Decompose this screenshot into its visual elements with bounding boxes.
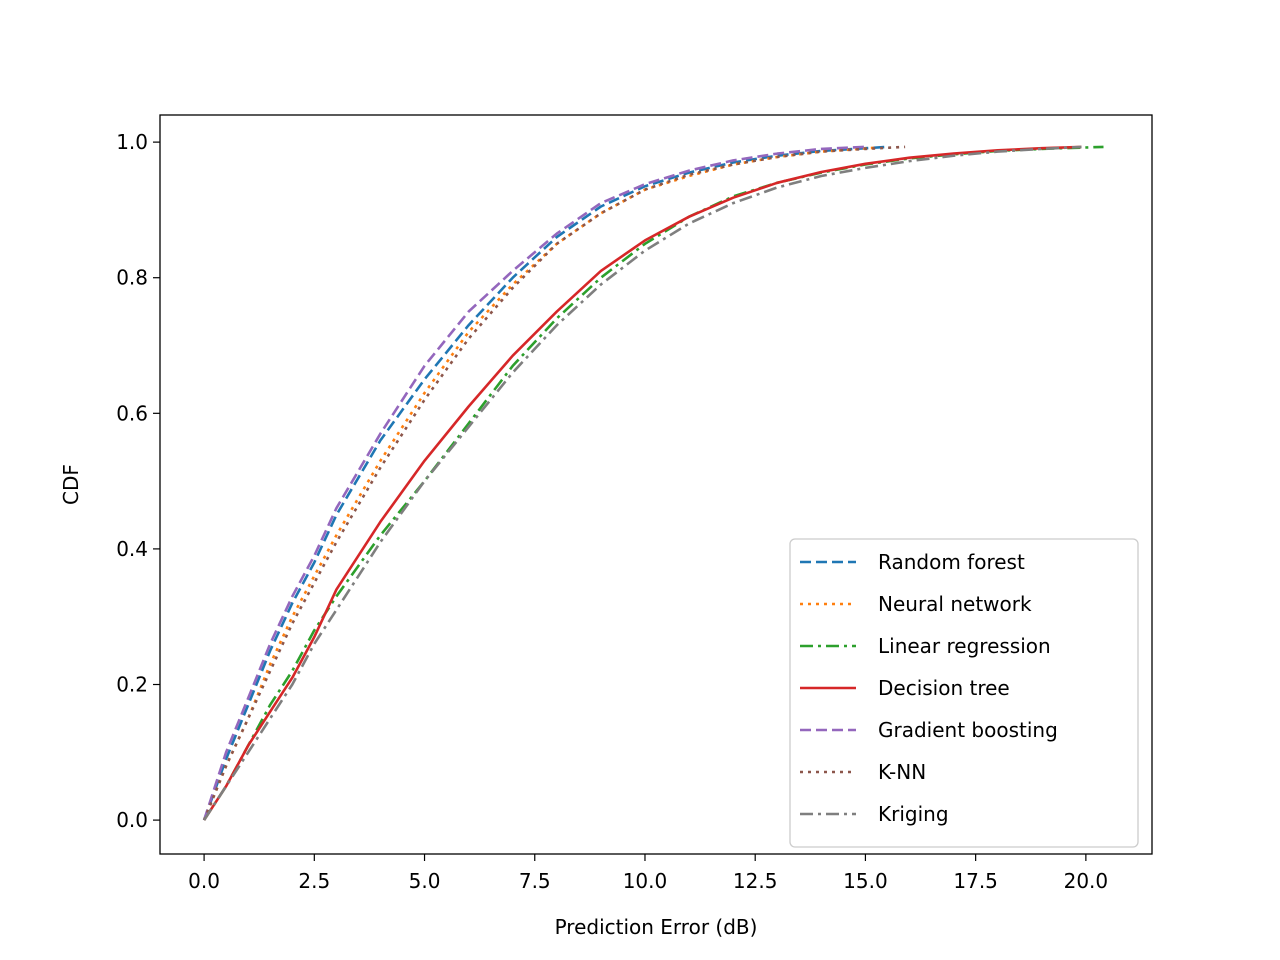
y-tick-label: 0.8 xyxy=(116,266,148,290)
legend-label-k-nn: K-NN xyxy=(878,760,926,784)
y-tick-label: 0.6 xyxy=(116,401,148,425)
y-tick-label: 0.2 xyxy=(116,673,148,697)
series-line-decision-tree xyxy=(203,145,1082,821)
x-tick-label: 17.5 xyxy=(953,869,998,893)
legend: Random forest Neural network Linear regres… xyxy=(789,538,1139,848)
legend-label-kriging: Kriging xyxy=(878,802,949,826)
x-axis-ticks: 0.0 2.5 5.0 7.5 10.0 12.5 15.0 17.5 20.0 xyxy=(188,854,1108,893)
x-tick-label: 7.5 xyxy=(519,869,551,893)
y-tick-label: 0.4 xyxy=(116,537,148,561)
x-tick-label: 15.0 xyxy=(843,869,888,893)
series-line-neural-network xyxy=(202,146,879,821)
y-axis-ticks: 0.0 0.2 0.4 0.6 0.8 1.0 xyxy=(116,130,160,832)
legend-label-neural-network: Neural network xyxy=(878,592,1032,616)
x-tick-label: 0.0 xyxy=(188,869,220,893)
x-tick-label: 2.5 xyxy=(298,869,330,893)
y-tick-label: 0.0 xyxy=(116,808,148,832)
legend-label-linear-regression: Linear regression xyxy=(878,634,1051,658)
x-tick-label: 5.0 xyxy=(409,869,441,893)
legend-box xyxy=(789,538,1139,848)
legend-label-random-forest: Random forest xyxy=(878,550,1025,574)
series-line-kriging xyxy=(203,145,1082,821)
x-tick-label: 10.0 xyxy=(623,869,668,893)
series-line-random-forest xyxy=(202,145,888,821)
x-tick-label: 20.0 xyxy=(1064,869,1109,893)
x-tick-label: 12.5 xyxy=(733,869,778,893)
series-line-gradient-boosting xyxy=(202,145,866,821)
legend-label-decision-tree: Decision tree xyxy=(878,676,1010,700)
y-axis-label: CDF xyxy=(59,464,83,505)
y-tick-label: 1.0 xyxy=(116,130,148,154)
series-line-k-nn xyxy=(202,145,906,821)
x-axis-label: Prediction Error (dB) xyxy=(555,915,758,939)
plot-frame xyxy=(159,114,1153,855)
legend-label-gradient-boosting: Gradient boosting xyxy=(878,718,1058,742)
series-layer xyxy=(202,145,1104,821)
